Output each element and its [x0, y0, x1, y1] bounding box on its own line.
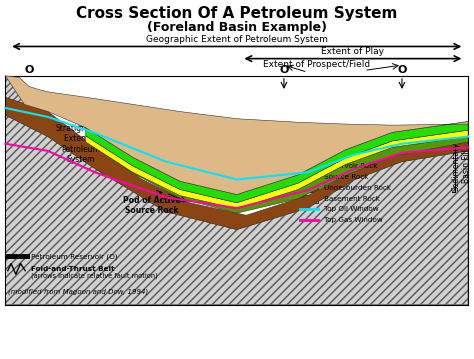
Bar: [301, 162, 319, 171]
Polygon shape: [5, 76, 48, 305]
Text: Stratigraphic
Extent of
Petroleum
System: Stratigraphic Extent of Petroleum System: [56, 124, 106, 164]
Bar: [301, 195, 319, 203]
Text: Petroleum Reservoir (O): Petroleum Reservoir (O): [31, 253, 118, 260]
Polygon shape: [5, 115, 468, 305]
Polygon shape: [5, 76, 468, 195]
Text: Top Gas Window: Top Gas Window: [324, 217, 383, 223]
Text: Basement Rock: Basement Rock: [324, 196, 380, 202]
Text: (modified from Magoon and Dow, 1994): (modified from Magoon and Dow, 1994): [8, 289, 148, 295]
Bar: [301, 151, 319, 160]
Text: Source Rock: Source Rock: [324, 174, 369, 180]
Text: Essential
Elements
of
Petroleum
System: Essential Elements of Petroleum System: [210, 124, 255, 174]
Text: Extent of Prospect/Field: Extent of Prospect/Field: [264, 60, 371, 69]
Text: (Foreland Basin Example): (Foreland Basin Example): [147, 22, 327, 34]
Polygon shape: [86, 122, 468, 203]
Text: O: O: [397, 65, 407, 75]
Text: Reservoir Rock: Reservoir Rock: [324, 163, 378, 169]
Text: Sedimentary
Basin Fill: Sedimentary Basin Fill: [451, 142, 471, 191]
Bar: [301, 173, 319, 181]
Text: Cross Section Of A Petroleum System: Cross Section Of A Petroleum System: [76, 6, 397, 21]
Bar: [301, 184, 319, 192]
Text: Seal Rock: Seal Rock: [324, 153, 359, 159]
Polygon shape: [5, 97, 468, 229]
Text: Fold-and-Thrust Belt: Fold-and-Thrust Belt: [31, 266, 115, 272]
Polygon shape: [86, 136, 468, 213]
Text: Underburden Rock: Underburden Rock: [324, 185, 391, 191]
Text: Overburden Rock: Overburden Rock: [324, 142, 387, 148]
Bar: [301, 141, 319, 149]
Text: Extent of Play: Extent of Play: [321, 47, 384, 56]
Text: (arrows indicate relative fault motion): (arrows indicate relative fault motion): [31, 273, 158, 279]
Polygon shape: [86, 130, 468, 209]
Text: O: O: [24, 65, 34, 75]
Text: O: O: [279, 65, 289, 75]
Text: Geographic Extent of Petroleum System: Geographic Extent of Petroleum System: [146, 34, 328, 43]
Text: Pod of Active
Source Rock: Pod of Active Source Rock: [123, 196, 181, 215]
Text: Top Oil Window: Top Oil Window: [324, 206, 379, 213]
